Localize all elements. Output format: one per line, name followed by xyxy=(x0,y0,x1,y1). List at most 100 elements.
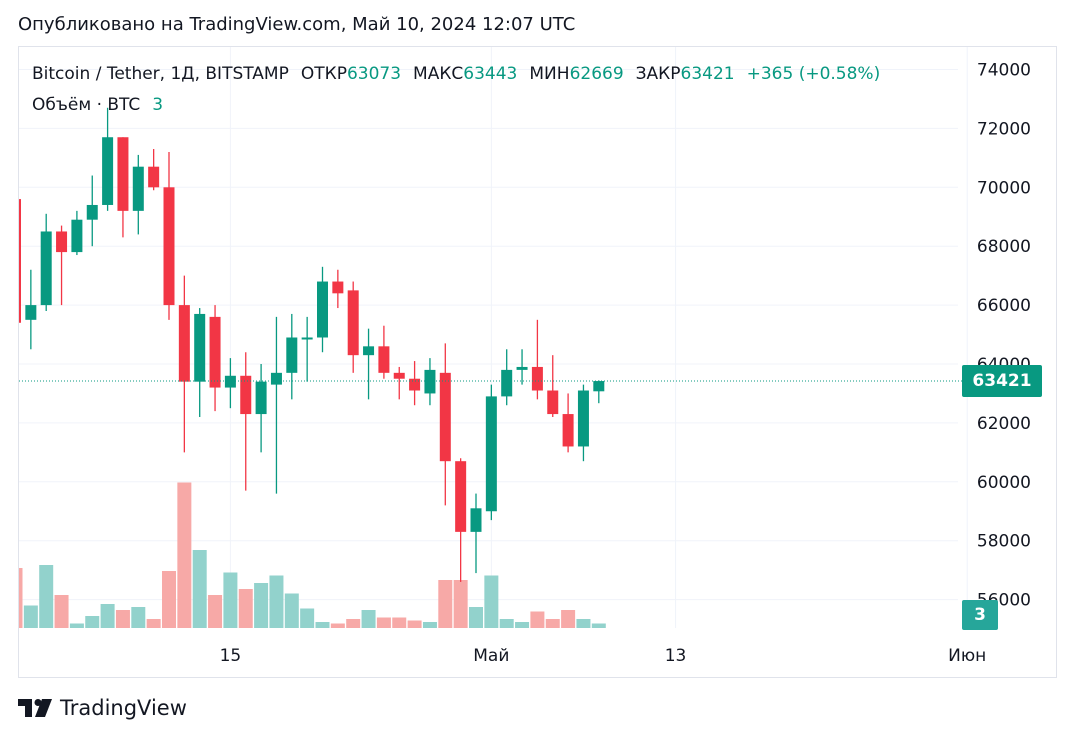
y-tick-label: 72000 xyxy=(977,119,1031,139)
candle-body xyxy=(240,375,252,415)
candle-body xyxy=(531,366,543,391)
volume-bar xyxy=(438,580,453,628)
candles-group xyxy=(19,107,606,628)
footer-brand-text: TradingView xyxy=(60,696,187,720)
volume-bar xyxy=(146,619,161,628)
candle-body xyxy=(455,461,467,532)
y-tick-label: 70000 xyxy=(977,178,1031,198)
volume-bar xyxy=(376,617,391,628)
candle-body xyxy=(56,231,68,253)
volume-bar xyxy=(515,622,530,628)
legend-high-value: 63443 xyxy=(463,64,518,84)
volume-bar xyxy=(269,575,284,628)
candle-body xyxy=(470,508,482,532)
y-tick-label: 60000 xyxy=(977,473,1031,493)
volume-bar xyxy=(469,607,483,628)
candle-body xyxy=(301,337,313,340)
chart-frame xyxy=(18,46,1057,678)
candle-body xyxy=(439,372,451,462)
volume-value-tag: 3 xyxy=(962,600,998,630)
candle-body xyxy=(40,231,52,306)
footer-branding[interactable]: TradingView xyxy=(18,696,187,720)
candle-body xyxy=(332,281,344,294)
candle-body xyxy=(485,396,497,512)
volume-bar xyxy=(85,616,100,628)
legend-low-value: 62669 xyxy=(569,64,624,84)
published-header: Опубликовано на TradingView.com, Май 10,… xyxy=(18,14,576,35)
legend-close-label: ЗАКР xyxy=(635,64,681,84)
candle-body xyxy=(255,381,267,415)
volume-bar xyxy=(131,607,146,628)
candle-body xyxy=(317,281,328,338)
volume-bar xyxy=(115,610,130,628)
volume-bar xyxy=(545,619,560,628)
volume-bar xyxy=(284,593,299,628)
y-tick-label: 58000 xyxy=(977,532,1031,552)
candle-body xyxy=(209,316,221,388)
volume-bar xyxy=(19,568,23,628)
volume-bar xyxy=(530,611,545,628)
volume-bar xyxy=(591,623,606,628)
volume-bar xyxy=(499,619,514,628)
volume-legend-label: Объём · BTC xyxy=(32,95,141,115)
legend-close-value: 63421 xyxy=(680,64,735,84)
volume-bar xyxy=(208,595,223,628)
volume-bar xyxy=(484,575,499,628)
volume-bar xyxy=(561,610,576,628)
candle-body xyxy=(117,137,129,211)
volume-bar xyxy=(453,580,468,628)
legend-symbol: Bitcoin / Tether, 1Д, BITSTAMP xyxy=(32,64,289,84)
candle-body xyxy=(86,204,98,220)
legend-open-value: 63073 xyxy=(346,64,402,84)
legend-high-label: МАКС xyxy=(413,64,464,84)
candle-body xyxy=(270,372,282,385)
volume-bar xyxy=(54,595,69,628)
candle-body xyxy=(378,346,390,373)
volume-bar xyxy=(346,619,361,628)
legend-open-label: ОТКР xyxy=(300,64,347,84)
volume-bar xyxy=(238,589,253,628)
candle-body xyxy=(393,372,405,379)
y-tick-label: 74000 xyxy=(977,61,1031,81)
candle-body xyxy=(71,219,83,253)
volume-bar xyxy=(392,617,407,628)
current-price-tag: 63421 xyxy=(962,365,1042,397)
candle-body xyxy=(25,305,37,320)
candle-body xyxy=(562,414,574,447)
volume-bar xyxy=(422,622,437,628)
candle-body xyxy=(363,346,375,356)
candle-body xyxy=(593,381,605,392)
volume-bar xyxy=(300,608,315,628)
candle-body xyxy=(178,305,190,382)
candle-body xyxy=(286,337,298,373)
volume-bar xyxy=(177,482,192,628)
x-tick-label: 15 xyxy=(220,646,242,666)
volume-bar xyxy=(407,620,422,628)
volume-bar xyxy=(361,610,376,628)
volume-bar xyxy=(162,571,176,628)
volume-bar xyxy=(192,550,207,628)
x-tick-label: Май xyxy=(473,646,509,666)
candle-body xyxy=(132,166,144,211)
candle-body xyxy=(347,290,359,356)
candle-body xyxy=(163,187,175,306)
y-tick-label: 62000 xyxy=(977,414,1031,434)
tradingview-logo-icon xyxy=(18,699,52,717)
volume-bar xyxy=(330,623,345,628)
x-tick-label: 13 xyxy=(665,646,687,666)
volume-bar xyxy=(576,619,591,628)
volume-bar xyxy=(223,572,238,628)
volume-bar xyxy=(254,583,269,628)
candle-body xyxy=(148,166,160,188)
legend-change: +365 (+0.58%) xyxy=(746,64,881,84)
candle-body xyxy=(19,199,21,323)
candle-body xyxy=(516,366,528,370)
candle-body xyxy=(577,390,589,447)
volume-legend-value: 3 xyxy=(152,95,164,115)
volume-bar xyxy=(69,623,84,628)
volume-bar xyxy=(39,565,54,628)
y-tick-label: 68000 xyxy=(977,237,1031,257)
candle-body xyxy=(194,313,206,382)
volume-bar xyxy=(100,604,115,628)
